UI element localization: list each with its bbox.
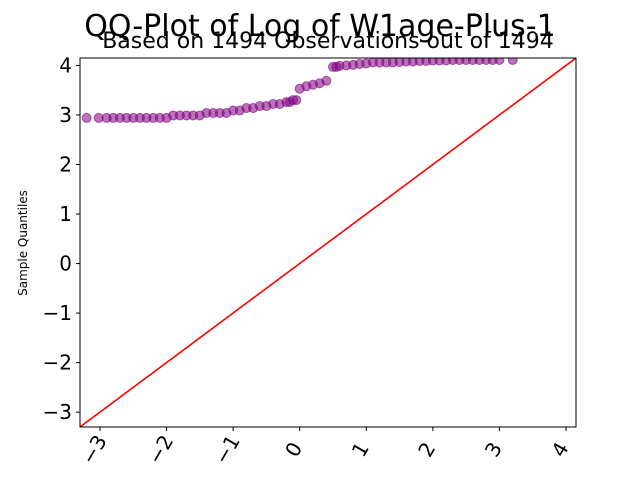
y-tick-label: −1 xyxy=(43,301,72,325)
x-tick-label: −2 xyxy=(143,431,179,469)
y-tick-label: −3 xyxy=(43,400,72,424)
x-tick-label: 3 xyxy=(480,438,507,461)
x-tick-label: −1 xyxy=(209,431,245,469)
data-point xyxy=(507,58,518,65)
data-points xyxy=(81,58,518,123)
chart-subtitle: Based on 1494 Observations out of 1494 xyxy=(102,29,554,54)
x-tick-label: 1 xyxy=(347,438,374,461)
x-tick-label: −3 xyxy=(76,431,112,469)
data-point xyxy=(81,112,92,123)
y-tick-label: 4 xyxy=(59,53,72,77)
data-point xyxy=(321,75,332,86)
y-tick-label: 0 xyxy=(59,252,72,276)
data-point xyxy=(291,95,302,106)
y-tick-label: 3 xyxy=(59,103,72,127)
plot-area: −3 −2 −1 0 1 2 3 4 −3 −2 −1 0 1 2 3 4 xyxy=(43,53,577,469)
reference-line xyxy=(80,58,576,427)
x-tick-label: 2 xyxy=(413,438,440,461)
y-tick-label: 2 xyxy=(59,152,72,176)
chart-title: QQ-Plot of Log of W1age-Plus-1 xyxy=(84,9,555,44)
x-tick-label: 4 xyxy=(546,438,573,461)
y-axis-label: Sample Quantiles xyxy=(16,190,30,296)
y-tick-label: −2 xyxy=(43,351,72,375)
data-point xyxy=(494,58,505,65)
plot-frame xyxy=(79,57,577,428)
y-tick-label: 1 xyxy=(59,202,72,226)
x-tick-label: 0 xyxy=(280,438,307,461)
